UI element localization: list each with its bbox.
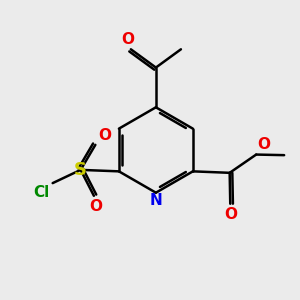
Text: O: O	[258, 136, 271, 152]
Text: O: O	[121, 32, 134, 47]
Text: O: O	[89, 199, 102, 214]
Text: Cl: Cl	[33, 185, 49, 200]
Text: O: O	[98, 128, 111, 143]
Text: N: N	[149, 193, 162, 208]
Text: O: O	[224, 207, 237, 222]
Text: S: S	[74, 161, 87, 179]
